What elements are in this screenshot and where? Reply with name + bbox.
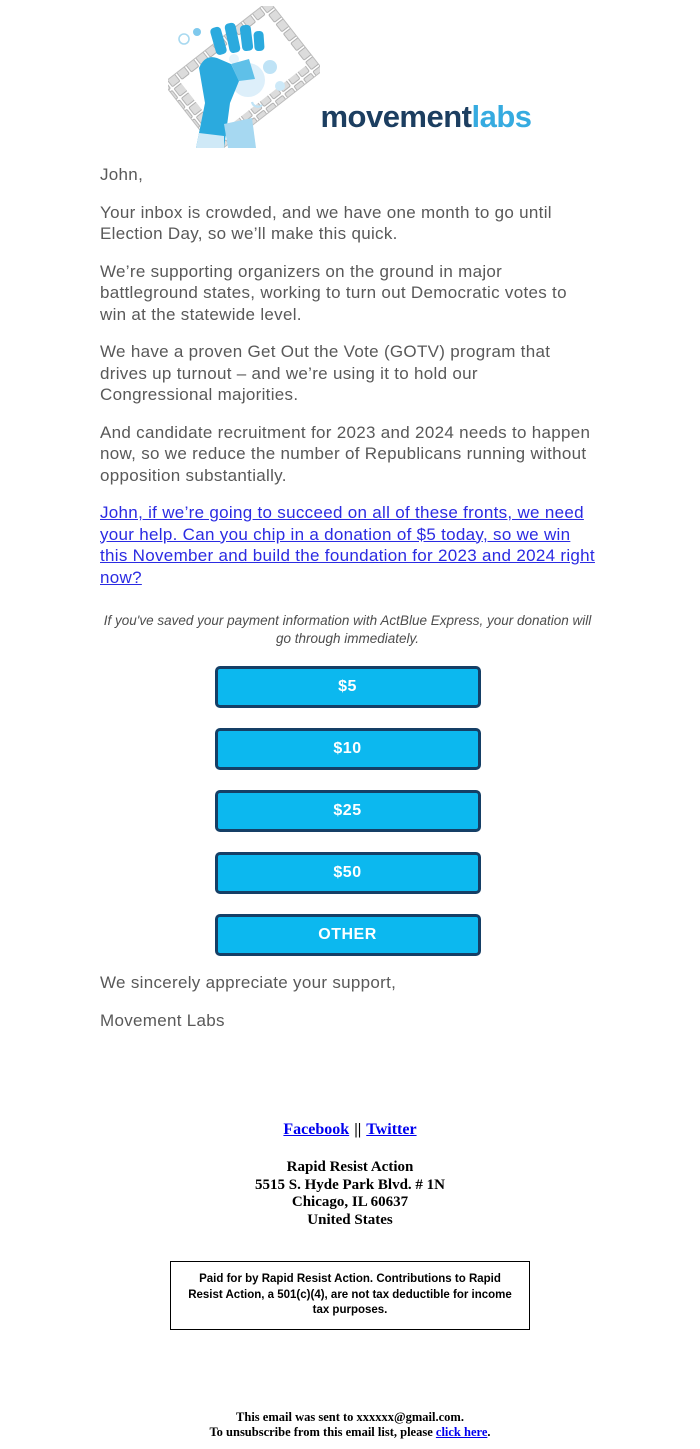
paragraph-gotv-program: We have a proven Get Out the Vote (GOTV)…: [100, 342, 551, 404]
donate-50-button[interactable]: $50: [214, 852, 481, 894]
donation-button-stack: $5 $10 $25 $50 OTHER: [100, 666, 595, 956]
fist-keyboard-icon: [168, 6, 321, 148]
address-org-name: Rapid Resist Action: [286, 1159, 414, 1175]
postal-address: Rapid Resist Action 5515 S. Hyde Park Bl…: [0, 1159, 700, 1229]
paragraph-candidate-recruitment: And candidate recruitment for 2023 and 2…: [100, 422, 591, 485]
donate-other-button[interactable]: OTHER: [214, 914, 481, 956]
twitter-link[interactable]: Twitter: [366, 1121, 417, 1138]
unsubscribe-line: To unsubscribe from this email list, ple…: [0, 1425, 700, 1441]
social-links: Facebook || Twitter: [0, 1121, 700, 1139]
closing-line: We sincerely appreciate your support,: [100, 973, 397, 992]
email-content: John, Your inbox is crowded, and we have…: [0, 164, 700, 1031]
movement-labs-logo: movementlabs: [0, 0, 700, 148]
donate-cta-link[interactable]: John, if we’re going to succeed on all o…: [100, 503, 595, 587]
facebook-link[interactable]: Facebook: [283, 1121, 350, 1138]
mail-meta: This email was sent to xxxxxx@gmail.com.…: [0, 1410, 700, 1449]
sent-to-line: This email was sent to xxxxxx@gmail.com.: [236, 1409, 464, 1424]
social-separator: ||: [354, 1121, 362, 1138]
unsubscribe-suffix: .: [487, 1425, 491, 1439]
signature-text: Movement Labs: [100, 1010, 225, 1030]
brand-wordmark: movementlabs: [320, 99, 533, 148]
donate-10-button[interactable]: $10: [214, 728, 481, 770]
actblue-express-note: If you've saved your payment information…: [103, 613, 592, 646]
email-footer: Facebook || Twitter Rapid Resist Action 55…: [0, 1121, 700, 1449]
address-city: Chicago, IL 60637: [291, 1194, 409, 1210]
greeting-text: John,: [100, 165, 144, 184]
address-street: 5515 S. Hyde Park Blvd. # 1N: [254, 1176, 446, 1193]
brand-wordmark-movement: movement: [320, 99, 472, 134]
address-country: United States: [307, 1211, 393, 1228]
brand-wordmark-labs: labs: [471, 99, 533, 134]
donate-25-button[interactable]: $25: [214, 790, 481, 832]
unsubscribe-link[interactable]: click here: [435, 1425, 488, 1439]
paragraph-inbox-crowded: Your inbox is crowded, and we have one m…: [100, 202, 552, 244]
unsubscribe-prefix: To unsubscribe from this email list, ple…: [209, 1425, 436, 1439]
paragraph-supporting-organizers: We’re supporting organizers on the groun…: [100, 261, 567, 324]
paid-for-disclaimer: Paid for by Rapid Resist Action. Contrib…: [170, 1261, 530, 1330]
donate-5-button[interactable]: $5: [214, 666, 481, 708]
